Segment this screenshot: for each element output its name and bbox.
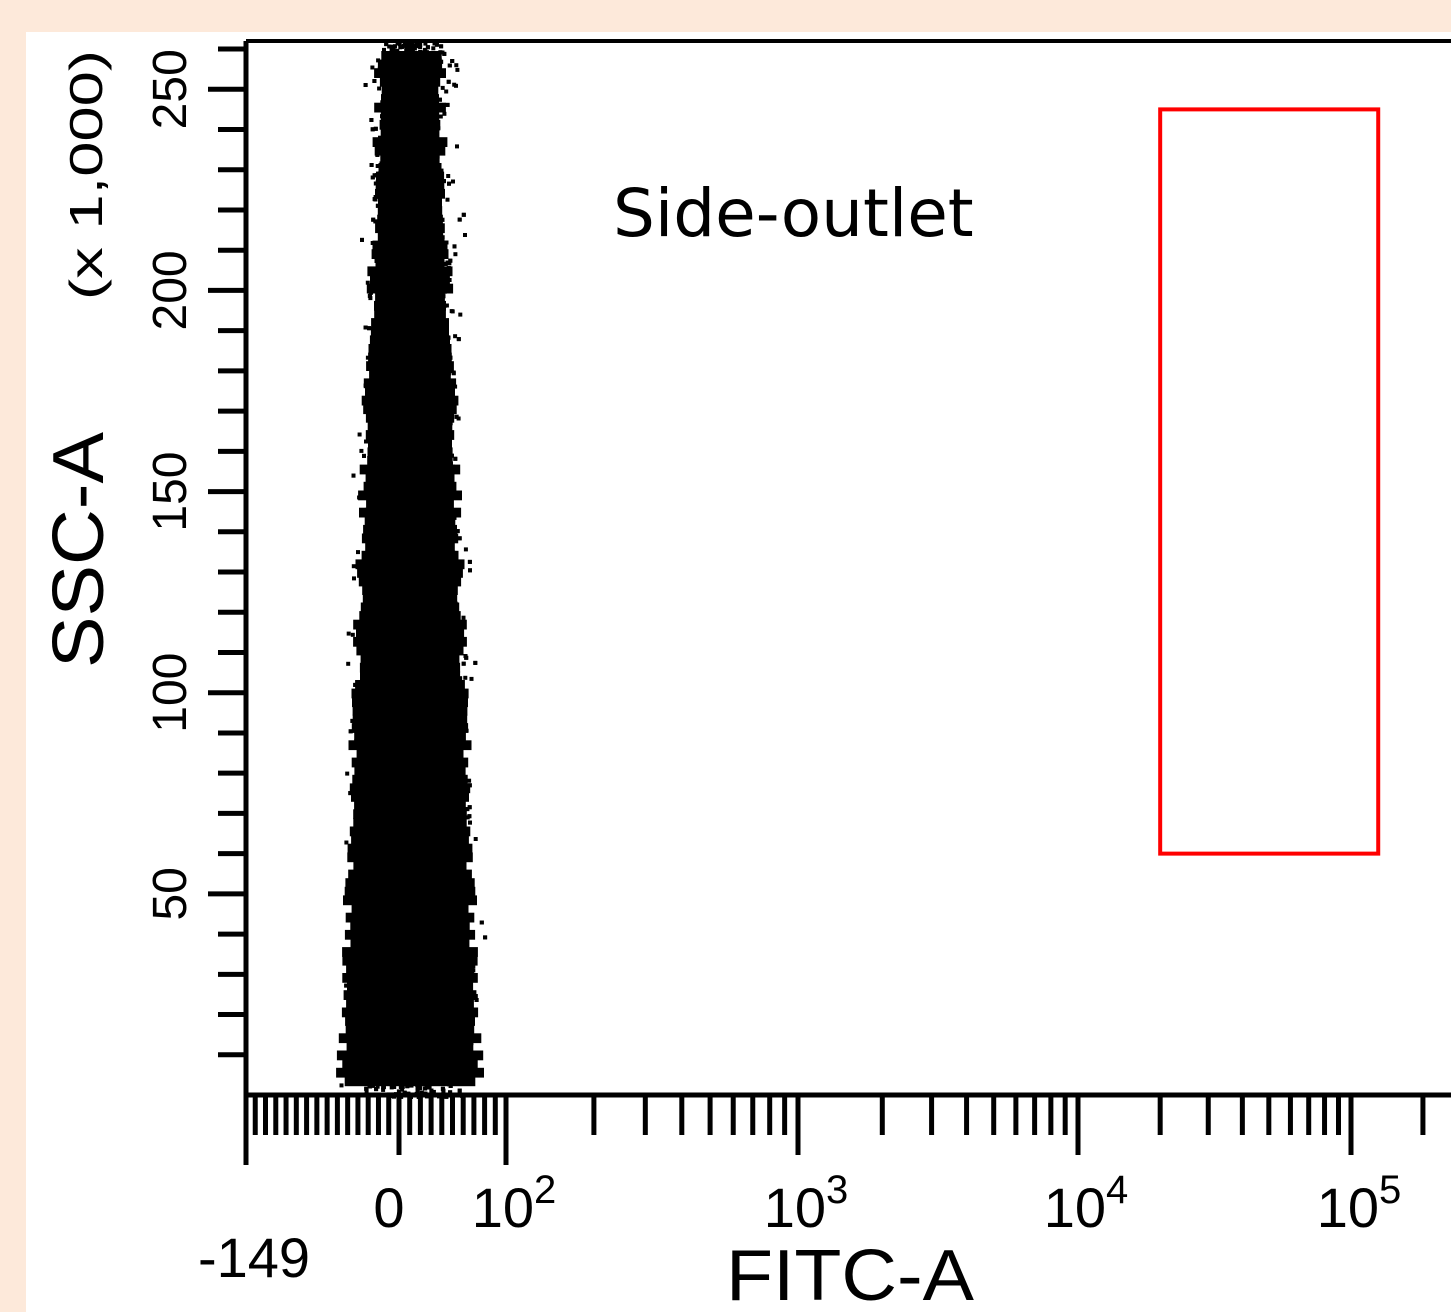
data-point [431, 46, 436, 51]
data-point [412, 43, 417, 48]
data-point [357, 432, 362, 437]
data-point [344, 840, 349, 845]
data-point [339, 1083, 344, 1088]
data-point [397, 42, 402, 47]
scatter-points [336, 41, 488, 1099]
data-point [458, 312, 463, 317]
data-point [377, 86, 382, 91]
data-point [351, 564, 356, 569]
data-point [455, 144, 459, 149]
data-point [442, 111, 447, 116]
data-point [346, 631, 351, 636]
data-point [445, 197, 450, 202]
plot-panel: Side-outlet FITC-A SSC-A (x 1,000) 50 100… [26, 32, 1451, 1312]
data-point [370, 65, 375, 70]
data-point [452, 82, 457, 87]
data-point [438, 114, 443, 119]
data-point [389, 1085, 394, 1090]
data-point [463, 547, 468, 552]
data-point [453, 334, 458, 339]
data-point [415, 1088, 420, 1093]
data-point [345, 771, 350, 776]
data-point [359, 448, 364, 453]
data-point [396, 1089, 401, 1094]
data-point [455, 67, 460, 72]
data-point [454, 63, 459, 68]
data-point [395, 41, 400, 46]
data-point [382, 47, 386, 52]
data-point [346, 661, 351, 666]
data-point [469, 676, 474, 681]
data-point [440, 85, 445, 90]
data-point [400, 1087, 405, 1092]
data-point [356, 550, 360, 555]
data-point [463, 675, 468, 680]
data-point [365, 280, 370, 285]
data-point [453, 252, 458, 257]
data-point [427, 1084, 432, 1089]
data-point [444, 89, 449, 94]
data-point [446, 174, 451, 178]
data-point [431, 1089, 436, 1094]
data-point [352, 576, 356, 581]
flow-cytometry-scatter-plot: Side-outlet FITC-A SSC-A (x 1,000) 50100… [39, 39, 1451, 1312]
